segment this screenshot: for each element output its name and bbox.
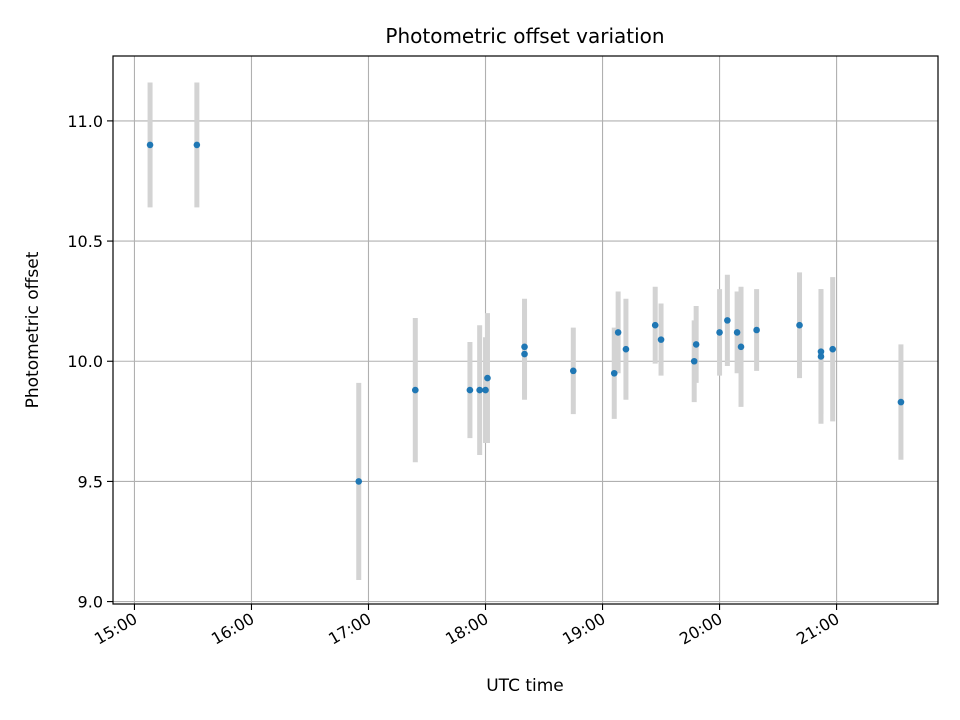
- data-point: [610, 369, 618, 377]
- data-points: [146, 141, 905, 485]
- data-point: [692, 341, 700, 348]
- y-tick-label: 9.0: [78, 593, 103, 612]
- data-point: [657, 336, 665, 343]
- y-axis-ticks: 9.0 9.5 10.0 10.5 11.0: [67, 112, 113, 612]
- data-point: [622, 345, 630, 353]
- data-point: [482, 386, 489, 394]
- data-point: [146, 141, 154, 149]
- chart-title: Photometric offset variation: [385, 24, 664, 48]
- data-point: [521, 350, 528, 358]
- y-tick-label: 10.0: [67, 352, 103, 371]
- data-point: [651, 321, 659, 329]
- data-point: [193, 141, 201, 149]
- data-point: [521, 343, 528, 351]
- plot-area-frame: [112, 55, 939, 605]
- data-point: [796, 321, 803, 329]
- data-point: [716, 329, 723, 336]
- data-point: [614, 329, 622, 336]
- y-tick-label: 11.0: [67, 112, 103, 131]
- data-point: [829, 345, 836, 353]
- data-point: [484, 374, 491, 382]
- data-point: [724, 317, 731, 324]
- data-point: [690, 357, 698, 365]
- data-point: [412, 386, 419, 394]
- data-point: [817, 348, 825, 355]
- data-point: [733, 329, 741, 336]
- data-point: [737, 343, 745, 351]
- data-point: [355, 478, 363, 485]
- y-tick-label: 9.5: [78, 472, 103, 491]
- y-axis-title: Photometric offset: [23, 251, 43, 408]
- x-axis-title: UTC time: [486, 676, 564, 696]
- data-point: [817, 353, 825, 360]
- data-point: [466, 386, 474, 394]
- data-point: [897, 398, 905, 406]
- data-point: [569, 367, 577, 375]
- data-point: [476, 386, 483, 394]
- data-point: [753, 326, 760, 334]
- y-tick-label: 10.5: [67, 232, 103, 251]
